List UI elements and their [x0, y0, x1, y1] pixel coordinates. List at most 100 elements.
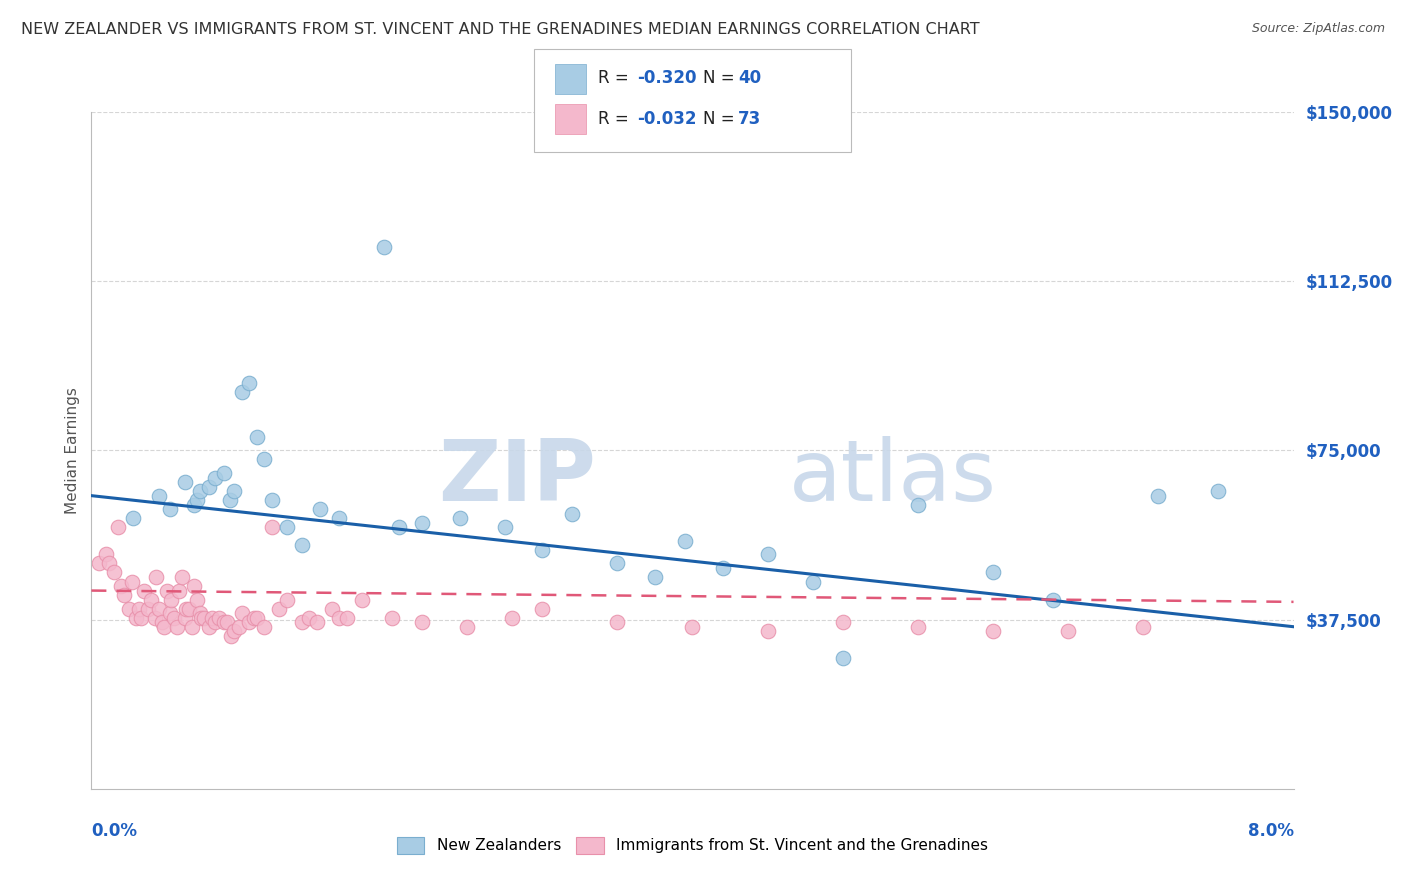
Text: ZIP: ZIP: [439, 436, 596, 519]
Point: [711, 561, 734, 575]
Point: [291, 538, 314, 552]
Point: [166, 620, 188, 634]
Point: [143, 610, 166, 624]
Point: [981, 624, 1004, 639]
Text: 8.0%: 8.0%: [1247, 822, 1294, 840]
Point: [145, 570, 167, 584]
Point: [411, 615, 433, 630]
Point: [224, 484, 246, 499]
Point: [159, 606, 181, 620]
Point: [121, 574, 143, 589]
Point: [242, 610, 264, 624]
Point: [219, 629, 242, 643]
Point: [167, 583, 190, 598]
Point: [1208, 484, 1230, 499]
Point: [152, 620, 174, 634]
Point: [373, 240, 395, 254]
Point: [231, 606, 253, 620]
Point: [186, 493, 208, 508]
Text: 40: 40: [738, 70, 761, 87]
Point: [218, 493, 240, 508]
Point: [159, 502, 181, 516]
Point: [1132, 620, 1154, 634]
Point: [181, 620, 204, 634]
Point: [531, 542, 554, 557]
Point: [122, 511, 145, 525]
Y-axis label: Median Earnings: Median Earnings: [65, 387, 80, 514]
Point: [246, 430, 269, 444]
Point: [231, 384, 253, 399]
Point: [183, 498, 205, 512]
Point: [350, 592, 373, 607]
Point: [260, 520, 283, 534]
Point: [155, 583, 177, 598]
Point: [190, 610, 212, 624]
Point: [907, 620, 929, 634]
Point: [381, 610, 404, 624]
Point: [212, 615, 235, 630]
Point: [246, 610, 269, 624]
Text: N =: N =: [703, 70, 740, 87]
Point: [160, 592, 183, 607]
Point: [269, 601, 291, 615]
Point: [238, 615, 260, 630]
Point: [260, 493, 283, 508]
Point: [125, 610, 148, 624]
Text: 73: 73: [738, 110, 762, 128]
Point: [132, 583, 155, 598]
Point: [801, 574, 824, 589]
Point: [1147, 489, 1170, 503]
Point: [449, 511, 471, 525]
Point: [1042, 592, 1064, 607]
Point: [204, 615, 226, 630]
Point: [183, 579, 205, 593]
Point: [173, 475, 195, 489]
Point: [128, 601, 150, 615]
Text: NEW ZEALANDER VS IMMIGRANTS FROM ST. VINCENT AND THE GRENADINES MEDIAN EARNINGS : NEW ZEALANDER VS IMMIGRANTS FROM ST. VIN…: [21, 22, 980, 37]
Point: [1057, 624, 1080, 639]
Point: [831, 615, 853, 630]
Point: [110, 579, 132, 593]
Point: [561, 507, 583, 521]
Point: [201, 610, 224, 624]
Point: [681, 620, 703, 634]
Point: [411, 516, 433, 530]
Text: 0.0%: 0.0%: [91, 822, 138, 840]
Point: [193, 610, 215, 624]
Point: [494, 520, 516, 534]
Legend: New Zealanders, Immigrants from St. Vincent and the Grenadines: New Zealanders, Immigrants from St. Vinc…: [391, 830, 994, 860]
Point: [174, 601, 197, 615]
Point: [163, 610, 186, 624]
Point: [107, 520, 129, 534]
Point: [98, 557, 121, 571]
Point: [305, 615, 328, 630]
Point: [531, 601, 554, 615]
Point: [173, 610, 195, 624]
Point: [186, 592, 208, 607]
Point: [148, 601, 170, 615]
Point: [170, 570, 193, 584]
Point: [215, 615, 238, 630]
Point: [118, 601, 141, 615]
Point: [148, 489, 170, 503]
Point: [253, 620, 276, 634]
Point: [138, 601, 160, 615]
Point: [129, 610, 152, 624]
Point: [103, 566, 125, 580]
Point: [298, 610, 321, 624]
Point: [644, 570, 666, 584]
Point: [177, 601, 200, 615]
Point: [228, 620, 250, 634]
Point: [981, 566, 1004, 580]
Point: [238, 376, 260, 390]
Point: [907, 498, 929, 512]
Point: [253, 452, 276, 467]
Point: [321, 601, 343, 615]
Point: [336, 610, 359, 624]
Point: [501, 610, 523, 624]
Point: [328, 610, 350, 624]
Point: [224, 624, 246, 639]
Point: [756, 548, 779, 562]
Point: [276, 592, 298, 607]
Point: [204, 470, 226, 484]
